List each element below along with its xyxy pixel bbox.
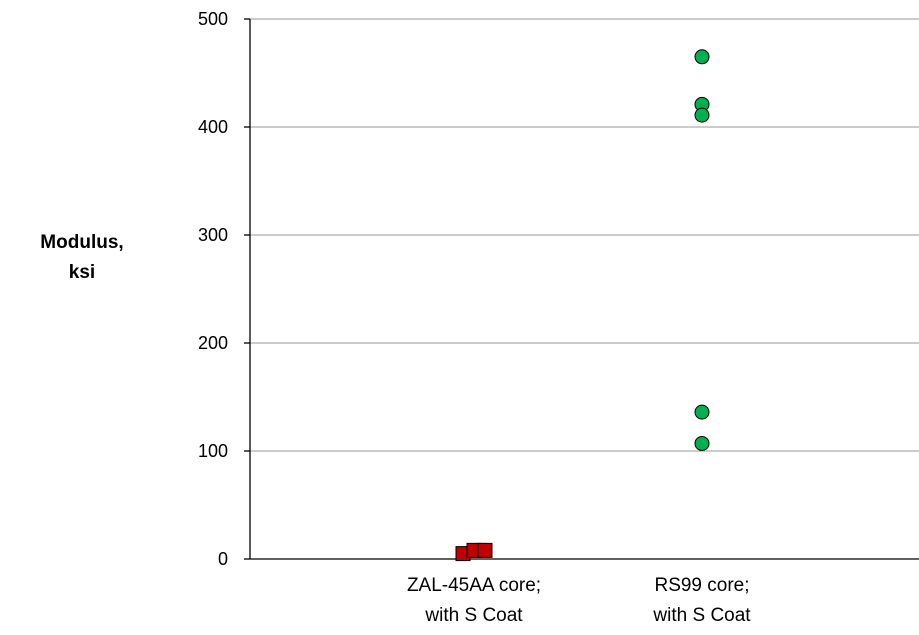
category-label-line: with S Coat — [424, 605, 523, 626]
y-tick-label: 300 — [198, 225, 228, 245]
category-labels: ZAL-45AA core; with S Coat RS99 core; with … — [407, 575, 751, 626]
category-label-line: RS99 core; — [654, 575, 749, 596]
y-axis-label-line: Modulus, — [40, 232, 123, 253]
category-label-line: with S Coat — [652, 605, 751, 626]
data-point-circle — [694, 107, 710, 123]
y-tick-label: 400 — [198, 117, 228, 137]
data-point-circle — [694, 404, 710, 420]
category-label: ZAL-45AA core; with S Coat — [407, 575, 541, 626]
data-point-square — [477, 542, 493, 558]
category-label: RS99 core; with S Coat — [652, 575, 751, 626]
y-axis-label: Modulus, ksi — [40, 232, 123, 283]
gridlines — [250, 18, 919, 452]
y-tick-label: 200 — [198, 333, 228, 353]
y-axis-label-line: ksi — [69, 262, 95, 283]
y-tick-label: 0 — [218, 549, 228, 569]
data-point-circle — [694, 49, 710, 65]
data-points — [455, 49, 710, 562]
category-label-line: ZAL-45AA core; — [407, 575, 541, 596]
data-point-circle — [694, 435, 710, 451]
y-tick-label: 100 — [198, 441, 228, 461]
y-tick-labels: 0 100 200 300 400 500 — [198, 9, 228, 569]
axes — [244, 18, 919, 560]
y-tick-label: 500 — [198, 9, 228, 29]
